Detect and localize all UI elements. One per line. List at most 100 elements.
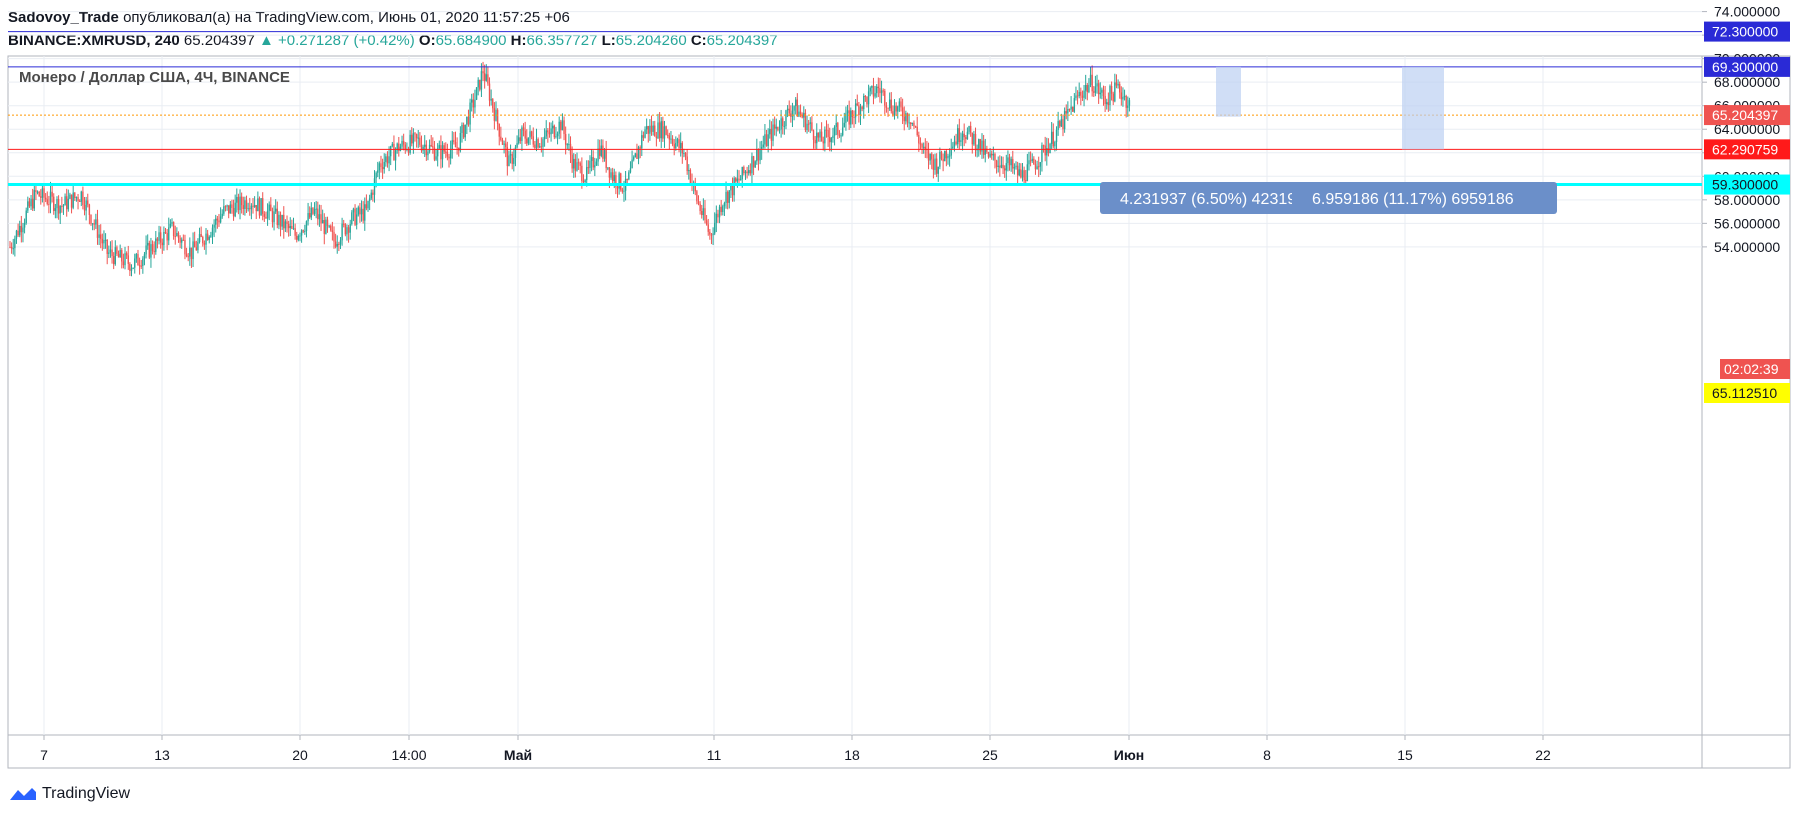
candle-body	[74, 192, 76, 198]
candle-body	[522, 127, 525, 131]
candle-body	[40, 196, 42, 198]
candle-body	[608, 167, 611, 178]
time-tick-label: 25	[982, 747, 998, 763]
candle-body	[375, 172, 377, 179]
candle-body	[451, 140, 453, 150]
candle-body	[647, 126, 649, 134]
candle-body	[436, 148, 439, 157]
candle-body	[552, 125, 554, 129]
candle-body	[184, 239, 186, 255]
candle-body	[524, 130, 526, 139]
candle-body	[25, 210, 27, 223]
candle-body	[467, 116, 470, 125]
candle-body	[621, 189, 624, 192]
candle-body	[953, 141, 956, 147]
footer-brand[interactable]: TradingView	[8, 785, 130, 803]
candle-body	[305, 221, 308, 231]
candle-body	[386, 156, 389, 164]
candle-body	[973, 133, 975, 145]
candle-body	[798, 111, 800, 117]
candle-body	[530, 131, 533, 137]
candle-body	[129, 263, 131, 271]
candle-body	[871, 85, 873, 88]
candle-body	[532, 136, 534, 145]
candle-body	[799, 111, 802, 115]
candle-body	[1055, 129, 1058, 143]
candle-body	[226, 205, 228, 207]
candle-body	[284, 221, 287, 229]
candle-body	[843, 122, 845, 128]
candle-body	[540, 146, 543, 148]
candle-body	[1060, 119, 1063, 127]
candle-body	[83, 204, 86, 211]
candle-body	[783, 125, 786, 127]
candle-body	[924, 146, 926, 150]
candle-body	[874, 93, 876, 97]
candle-body	[775, 126, 777, 129]
candle-body	[321, 219, 324, 224]
candle-body	[592, 157, 594, 168]
candle-body	[169, 223, 172, 228]
candle-body	[919, 143, 922, 145]
price-tick-label: 54.000000	[1714, 239, 1780, 255]
candle-body	[427, 151, 429, 156]
candle-body	[479, 79, 481, 90]
candle-body	[69, 194, 71, 199]
candle-body	[796, 99, 799, 117]
candle-body	[759, 149, 761, 161]
candle-body	[480, 71, 483, 90]
candle-body	[705, 220, 708, 225]
candle-body	[247, 208, 249, 210]
candle-body	[772, 124, 774, 141]
candle-body	[36, 191, 39, 193]
candle-body	[890, 99, 892, 112]
price-tick-label: 64.000000	[1714, 121, 1780, 137]
candle-body	[895, 105, 897, 112]
candle-body	[1067, 109, 1069, 114]
candle-body	[1127, 105, 1129, 108]
time-tick-label: 8	[1263, 747, 1271, 763]
candle-body	[198, 234, 201, 243]
candle-body	[636, 153, 638, 159]
candle-body	[547, 130, 549, 133]
candle-body	[822, 141, 824, 144]
candle-body	[678, 139, 680, 149]
candle-body	[811, 122, 813, 131]
candle-body	[232, 207, 235, 217]
candle-body	[602, 145, 604, 159]
candle-body	[300, 230, 303, 236]
candle-body	[419, 137, 421, 145]
candle-body	[807, 123, 810, 125]
candle-body	[168, 227, 170, 241]
candle-body	[192, 241, 194, 260]
candle-body	[140, 265, 142, 267]
candle-body	[697, 201, 700, 204]
candle-body	[274, 208, 277, 212]
candle-body	[422, 146, 424, 151]
candle-body	[364, 204, 366, 221]
author-name[interactable]: Sadovoy_Trade	[8, 9, 119, 26]
candle-body	[197, 242, 199, 251]
candle-body	[819, 131, 821, 138]
candle-body	[519, 137, 521, 141]
candle-body	[270, 204, 272, 212]
candle-body	[535, 139, 538, 149]
candle-body	[503, 143, 505, 145]
candle-body	[498, 124, 500, 137]
candle-body	[219, 216, 222, 223]
candle-body	[704, 208, 706, 221]
candle-body	[195, 247, 197, 251]
price-level-label: 69.300000	[1712, 59, 1778, 75]
symbol-name[interactable]: BINANCE:XMRUSD, 240	[8, 32, 180, 49]
candle-body	[304, 230, 306, 232]
candle-body	[824, 129, 826, 144]
candle-body	[130, 268, 133, 271]
candle-body	[696, 191, 698, 202]
candle-body	[814, 139, 816, 144]
candle-body	[381, 166, 384, 170]
candle-body	[577, 162, 580, 164]
candle-body	[147, 242, 149, 246]
candle-body	[161, 242, 163, 246]
candle-body	[1099, 92, 1101, 95]
